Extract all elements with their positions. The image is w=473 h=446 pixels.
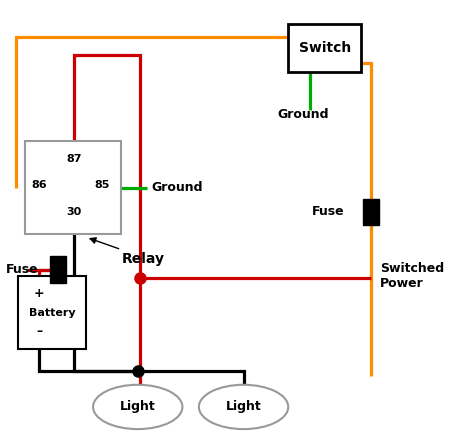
- Text: 87: 87: [67, 154, 82, 164]
- Text: Fuse: Fuse: [6, 263, 39, 276]
- FancyBboxPatch shape: [362, 199, 378, 225]
- Text: Switch: Switch: [298, 41, 351, 55]
- FancyBboxPatch shape: [25, 141, 121, 234]
- Text: Battery: Battery: [29, 308, 75, 318]
- Ellipse shape: [93, 385, 183, 429]
- Text: 30: 30: [67, 207, 82, 217]
- Text: +: +: [34, 287, 44, 300]
- Text: 85: 85: [95, 180, 110, 190]
- Text: Ground: Ground: [152, 181, 203, 194]
- Text: 86: 86: [31, 180, 47, 190]
- Text: Relay: Relay: [121, 252, 164, 266]
- FancyBboxPatch shape: [50, 256, 66, 283]
- Text: Light: Light: [120, 401, 156, 413]
- Text: Light: Light: [226, 401, 262, 413]
- Text: –: –: [36, 326, 42, 339]
- Text: Switched
Power: Switched Power: [380, 262, 444, 290]
- FancyBboxPatch shape: [288, 24, 361, 72]
- Text: Ground: Ground: [277, 108, 329, 121]
- Ellipse shape: [199, 385, 288, 429]
- FancyBboxPatch shape: [18, 276, 86, 349]
- Text: Fuse: Fuse: [312, 206, 344, 219]
